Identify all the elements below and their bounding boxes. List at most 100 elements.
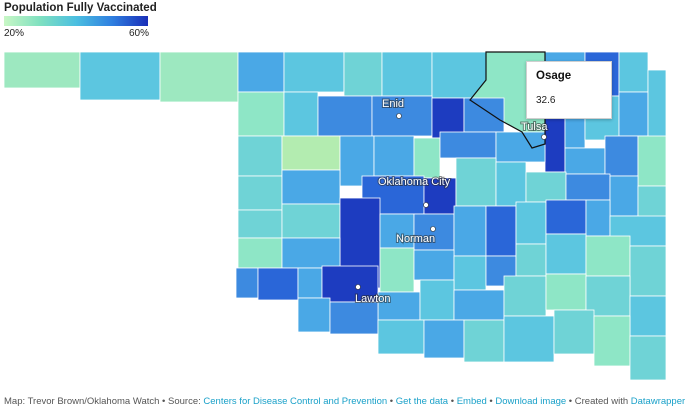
source-link[interactable]: Centers for Disease Control and Preventi… [203, 396, 388, 407]
county[interactable] [379, 247, 415, 293]
county[interactable] [453, 255, 487, 291]
county[interactable] [377, 319, 425, 355]
county[interactable] [463, 319, 505, 363]
county[interactable] [281, 203, 341, 239]
county[interactable] [321, 265, 379, 303]
download-image-link[interactable]: Download image [495, 396, 567, 407]
county[interactable] [283, 91, 319, 137]
county[interactable] [585, 235, 631, 277]
county[interactable] [609, 175, 639, 217]
county[interactable] [637, 135, 667, 187]
tooltip-value: 32.6 [536, 95, 556, 106]
legend-min-label: 20% [4, 28, 25, 39]
county[interactable] [419, 279, 455, 321]
county[interactable] [463, 97, 505, 133]
county[interactable] [629, 245, 667, 297]
city-dot-enid [396, 113, 402, 119]
county[interactable] [281, 237, 341, 269]
county[interactable] [423, 319, 465, 359]
city-label-lawton: Lawton [355, 293, 390, 305]
county[interactable] [237, 135, 283, 177]
county[interactable] [281, 169, 341, 205]
city-dot-lawton [355, 284, 361, 290]
county[interactable] [381, 51, 433, 97]
county[interactable] [545, 273, 587, 311]
county[interactable] [455, 157, 497, 207]
county[interactable] [629, 335, 667, 381]
footer-credit: Map: Trevor Brown/Oklahoma Watch [4, 396, 160, 407]
county[interactable] [593, 315, 631, 367]
county[interactable] [3, 51, 81, 89]
county[interactable] [618, 91, 649, 137]
county[interactable] [237, 175, 283, 211]
county[interactable] [79, 51, 161, 101]
county[interactable] [297, 267, 323, 299]
county[interactable] [371, 95, 433, 137]
county[interactable] [329, 301, 379, 335]
city-label-norman: Norman [396, 233, 435, 245]
footer: Map: Trevor Brown/Oklahoma Watch • Sourc… [4, 396, 685, 407]
county[interactable] [515, 201, 547, 245]
county[interactable] [373, 135, 415, 177]
county[interactable] [413, 213, 455, 251]
county[interactable] [453, 205, 487, 257]
county[interactable] [413, 137, 441, 179]
oklahoma-map[interactable]: Enid Tulsa Oklahoma City Norman Lawton l… [0, 40, 695, 390]
footer-sep: • [486, 396, 496, 407]
county[interactable] [297, 297, 331, 333]
county[interactable] [317, 95, 373, 137]
map-title: Population Fully Vaccinated [4, 2, 157, 14]
county[interactable] [629, 295, 667, 337]
datawrapper-link[interactable]: Datawrapper [630, 396, 686, 407]
county[interactable] [453, 289, 505, 321]
county[interactable] [485, 205, 517, 257]
county[interactable] [235, 267, 259, 299]
county[interactable] [495, 161, 527, 207]
footer-created-prefix: Created with [574, 396, 631, 407]
county[interactable] [515, 243, 547, 277]
county[interactable] [439, 131, 497, 159]
county[interactable] [413, 249, 455, 281]
county[interactable] [377, 291, 421, 321]
city-dot-tulsa [541, 134, 547, 140]
map-svg: Enid Tulsa Oklahoma City Norman Lawton l… [3, 51, 667, 381]
county[interactable] [237, 91, 285, 137]
county[interactable] [553, 309, 595, 355]
county[interactable] [503, 275, 547, 317]
city-label-tulsa: Tulsa [521, 121, 548, 133]
embed-link[interactable]: Embed [456, 396, 487, 407]
county[interactable] [604, 135, 639, 177]
county[interactable] [585, 199, 611, 237]
county[interactable] [237, 209, 283, 239]
footer-sep: • [387, 396, 396, 407]
tooltip-county-name: Osage [536, 70, 572, 82]
county[interactable] [159, 51, 239, 103]
county[interactable] [525, 171, 567, 203]
footer-sep: • [159, 396, 169, 407]
county[interactable] [565, 173, 611, 201]
county[interactable] [237, 51, 285, 93]
legend-gradient-bar [4, 16, 148, 26]
county[interactable] [503, 315, 555, 363]
footer-source-prefix: Source: [168, 396, 204, 407]
county[interactable] [545, 233, 587, 275]
county[interactable] [564, 147, 606, 175]
county[interactable] [281, 135, 341, 171]
get-data-link[interactable]: Get the data [395, 396, 449, 407]
footer-sep: • [448, 396, 457, 407]
county[interactable] [423, 177, 457, 215]
county[interactable] [343, 51, 383, 97]
city-dot-norman [430, 226, 436, 232]
county[interactable] [283, 51, 345, 93]
county[interactable] [495, 131, 546, 163]
county[interactable] [237, 237, 283, 269]
county[interactable] [618, 51, 649, 93]
county[interactable] [545, 199, 587, 235]
county[interactable] [431, 97, 465, 139]
legend-max-label: 60% [129, 28, 150, 39]
county-tooltip: Osage 32.6 [526, 61, 612, 119]
county[interactable] [257, 267, 299, 301]
city-label-enid: Enid [382, 98, 404, 110]
footer-sep: • [566, 396, 575, 407]
city-label-oklahoma-city: Oklahoma City [378, 176, 451, 188]
